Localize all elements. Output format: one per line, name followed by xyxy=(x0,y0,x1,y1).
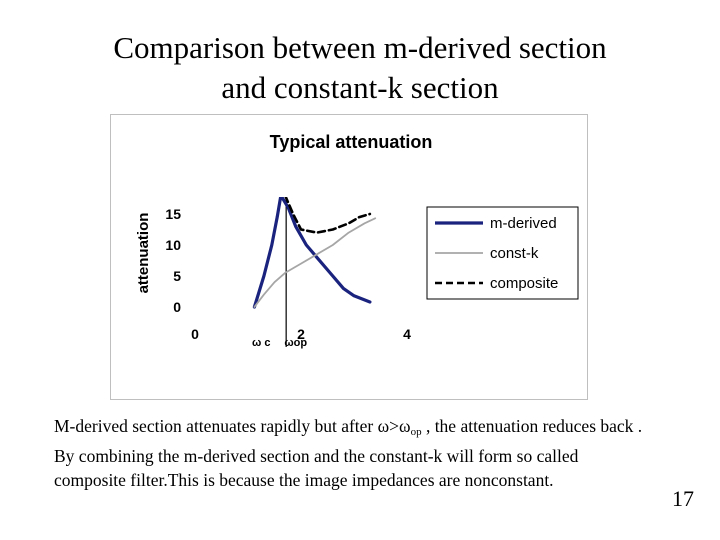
slide-title-line-1: Comparison between m-derived section xyxy=(113,30,607,65)
x-annotation-label: ω c xyxy=(252,337,270,349)
series-line-const-k xyxy=(253,217,377,308)
y-tick-label: 0 xyxy=(173,299,181,315)
body-text-part-2: , the attenuation reduces back . By comb… xyxy=(54,416,643,490)
legend-label-composite: composite xyxy=(490,275,558,292)
x-tick-label: 4 xyxy=(403,326,411,342)
y-axis-label: attenuation xyxy=(135,213,152,294)
slide-title-line-2: and constant-k section xyxy=(221,70,499,105)
series-line-composite xyxy=(284,197,372,234)
series-line-m-derived xyxy=(252,197,372,309)
x-tick-label: 2 xyxy=(297,326,305,342)
omega-subscript: op xyxy=(410,426,422,438)
chart-title: Typical attenuation xyxy=(270,132,433,152)
slide-title: Comparison between m-derived section and… xyxy=(0,28,720,108)
legend-label-m-derived: m-derived xyxy=(490,215,557,232)
omega-condition: ω>ω xyxy=(377,416,411,436)
y-tick-label: 15 xyxy=(165,206,181,222)
legend-label-const-k: const-k xyxy=(490,245,539,262)
attenuation-chart: Typical attenuation attenuation 0 5 10 15 0 2 4 ω… xyxy=(135,132,579,349)
body-paragraph: M-derived section attenuates rapidly but… xyxy=(54,414,654,492)
y-tick-label: 10 xyxy=(165,237,181,253)
x-annotation-label: ωop xyxy=(284,337,307,349)
body-text-part-1: M-derived section attenuates rapidly but… xyxy=(54,416,378,436)
x-tick-label: 0 xyxy=(191,326,199,342)
page-number: 17 xyxy=(672,486,694,511)
y-tick-label: 5 xyxy=(173,268,181,284)
chart-container: Typical attenuation attenuation 0 5 10 15 0 2 4 ω… xyxy=(110,114,588,400)
